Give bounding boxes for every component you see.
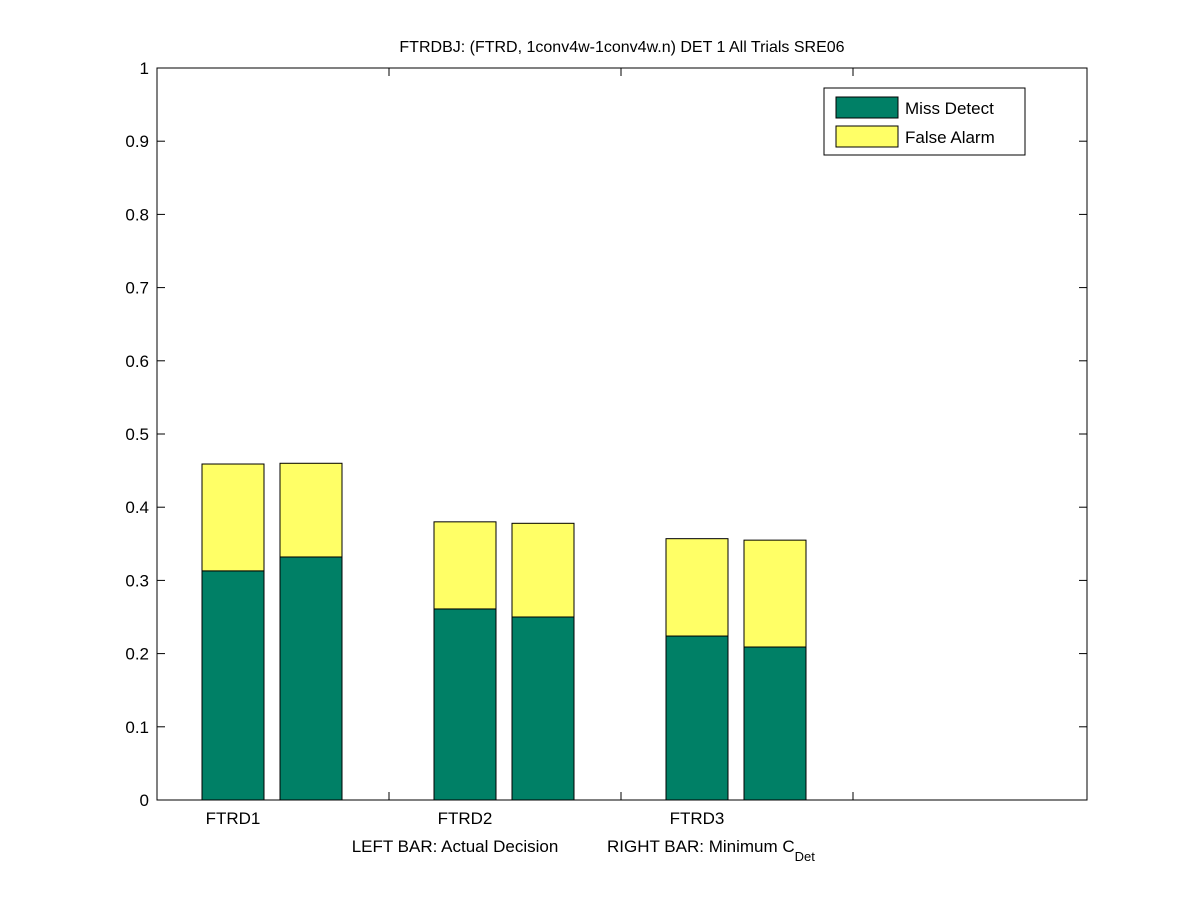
bar-ftrd2-minimum-miss-detect [511, 616, 575, 801]
x-category-label: FTRD1 [206, 809, 261, 828]
bar-ftrd3-actual-false-alarm [665, 538, 729, 637]
y-tick-label: 0.1 [125, 718, 149, 737]
y-tick-label: 0.5 [125, 425, 149, 444]
y-tick-label: 1 [140, 59, 149, 78]
x-label-right-subscript: Det [795, 849, 816, 864]
bar-ftrd2-actual-false-alarm [433, 521, 497, 610]
y-tick-label: 0.8 [125, 205, 149, 224]
y-tick-label: 0.6 [125, 352, 149, 371]
legend-swatch-miss-detect [835, 96, 899, 119]
y-tick-label: 0.2 [125, 645, 149, 664]
x-label-right: RIGHT BAR: Minimum CDet [607, 837, 815, 864]
x-label-left: LEFT BAR: Actual Decision [352, 837, 559, 856]
x-category-label: FTRD3 [670, 809, 725, 828]
y-tick-label: 0.9 [125, 132, 149, 151]
x-category-label: FTRD2 [438, 809, 493, 828]
bar-ftrd2-actual-miss-detect [433, 608, 497, 801]
bar-ftrd1-actual-false-alarm [201, 463, 265, 572]
bar-ftrd3-minimum-false-alarm [743, 539, 807, 648]
bar-ftrd2-minimum-false-alarm [511, 522, 575, 618]
bar-ftrd1-minimum-false-alarm [279, 462, 343, 558]
y-tick-label: 0 [140, 791, 149, 810]
chart-title: FTRDBJ: (FTRD, 1conv4w-1conv4w.n) DET 1 … [399, 39, 844, 56]
x-label-right-main: RIGHT BAR: Minimum C [607, 837, 795, 856]
bar-ftrd3-minimum-miss-detect [743, 646, 807, 801]
bar-ftrd3-actual-miss-detect [665, 635, 729, 801]
bar-ftrd1-minimum-miss-detect [279, 556, 343, 801]
y-tick-label: 0.4 [125, 498, 149, 517]
legend-label-miss-detect: Miss Detect [905, 99, 994, 118]
y-tick-label: 0.7 [125, 279, 149, 298]
y-tick-label: 0.3 [125, 571, 149, 590]
legend-swatch-false-alarm [835, 125, 899, 148]
legend: Miss Detect False Alarm [823, 87, 1026, 156]
bar-ftrd1-actual-miss-detect [201, 570, 265, 801]
legend-label-false-alarm: False Alarm [905, 128, 995, 147]
